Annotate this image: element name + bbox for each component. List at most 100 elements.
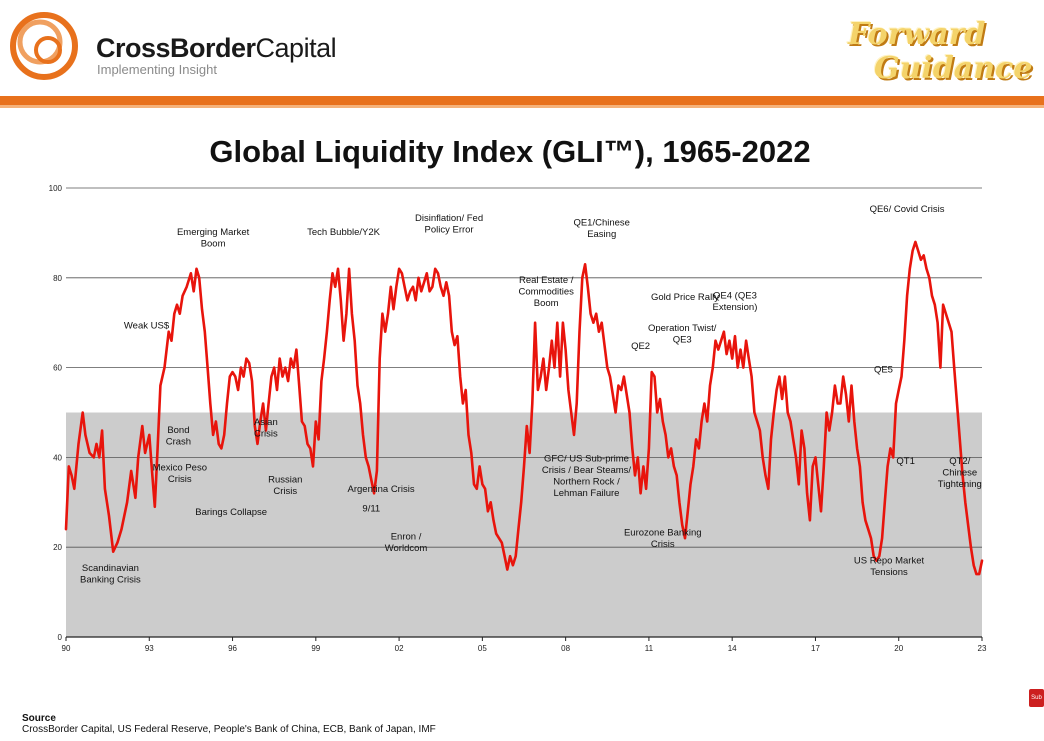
annotation-label: Gold Price Rally bbox=[651, 292, 719, 303]
x-tick-label: 96 bbox=[228, 644, 237, 653]
annotation-line: Easing bbox=[587, 229, 616, 240]
annotation-line: Extension) bbox=[713, 302, 758, 313]
gli-series-line bbox=[64, 240, 984, 576]
annotation-line: QE5 bbox=[874, 365, 893, 376]
annotation-line: Commodities bbox=[518, 287, 574, 298]
forward-guidance-line1: Forward bbox=[848, 17, 986, 52]
annotation-label: QT2/Chinese Tightening bbox=[938, 456, 982, 490]
brand-tagline: Implementing Insight bbox=[97, 62, 217, 77]
annotation-line: Barings Collapse bbox=[195, 507, 267, 518]
annotation-line: Crisis bbox=[273, 486, 297, 497]
annotation-label: QE5 bbox=[874, 365, 893, 376]
x-tick-label: 05 bbox=[478, 644, 487, 653]
brand-name: CrossBorderCapital bbox=[96, 33, 337, 64]
annotation-line: Worldcom bbox=[385, 543, 428, 554]
annotation-line: Crisis bbox=[168, 474, 192, 485]
annotation-line: Enron / bbox=[391, 532, 422, 543]
annotation-line: Scandinavian bbox=[82, 563, 139, 574]
y-tick-label: 20 bbox=[53, 543, 62, 552]
annotation-line: Emerging Market bbox=[177, 227, 250, 238]
x-tick-label: 20 bbox=[894, 644, 903, 653]
y-tick-label: 0 bbox=[58, 633, 63, 642]
crossborder-logo-icon bbox=[10, 12, 78, 80]
x-tick-label: 99 bbox=[311, 644, 320, 653]
header-divider bbox=[0, 96, 1044, 105]
annotation-label: Enron / Worldcom bbox=[385, 532, 428, 555]
annotation-line: QE1/Chinese bbox=[573, 218, 630, 229]
annotation-label: 9/11 bbox=[362, 503, 380, 514]
annotation-line: Gold Price Rally bbox=[651, 292, 719, 303]
source-text: CrossBorder Capital, US Federal Reserve,… bbox=[22, 724, 436, 735]
annotation-label: Argentina Crisis bbox=[348, 484, 415, 495]
annotation-line: QT1 bbox=[896, 456, 914, 467]
annotation-line: Mexico Peso bbox=[153, 462, 207, 473]
annotation-line: Crisis bbox=[651, 539, 675, 550]
annotation-line: Tensions bbox=[870, 567, 908, 578]
annotation-line: QT2/ bbox=[949, 456, 970, 467]
header-divider-light bbox=[0, 105, 1044, 108]
annotation-line: Northern Rock / bbox=[553, 476, 620, 487]
annotation-line: QE6/ Covid Crisis bbox=[870, 204, 945, 215]
annotation-label: Tech Bubble/Y2K bbox=[307, 227, 381, 238]
x-tick-label: 02 bbox=[395, 644, 404, 653]
brand-name-rest: Capital bbox=[255, 33, 337, 63]
annotation-line: Crisis / Bear Steams/ bbox=[542, 465, 632, 476]
annotation-line: QE2 bbox=[631, 341, 650, 352]
chart-title: Global Liquidity Index (GLI™), 1965-2022 bbox=[209, 134, 811, 169]
annotation-line: QE4 (QE3 bbox=[713, 290, 757, 301]
annotation-label: Operation Twist/QE3 bbox=[648, 323, 717, 346]
subscribe-button[interactable]: Sub bbox=[1029, 689, 1044, 707]
annotation-line: Lehman Failure bbox=[553, 488, 619, 499]
annotation-label: Asian Crisis bbox=[254, 417, 278, 440]
annotation-label: Emerging Market Boom bbox=[177, 227, 250, 250]
annotation-line: GFC/ US Sub-prime bbox=[544, 453, 629, 464]
annotation-line: Boom bbox=[534, 298, 559, 309]
annotation-label: QE6/ Covid Crisis bbox=[870, 204, 945, 215]
y-tick-label: 40 bbox=[53, 453, 62, 462]
brand-name-bold: CrossBorder bbox=[96, 33, 256, 63]
annotation-line: Real Estate / bbox=[519, 275, 574, 286]
annotation-line: Operation Twist/ bbox=[648, 323, 717, 334]
annotation-line: 9/11 bbox=[362, 503, 380, 514]
annotation-line: Eurozone Banking bbox=[624, 528, 702, 539]
annotation-label: Real Estate / Commodities Boom bbox=[518, 275, 574, 309]
annotation-line: US Repo Market bbox=[854, 555, 925, 566]
annotation-label: GFC/ US Sub-prime Crisis / Bear Steams/No… bbox=[542, 453, 632, 499]
annotation-line: Weak US$ bbox=[124, 321, 170, 332]
annotation-label: QE4 (QE3 Extension) bbox=[713, 290, 758, 313]
annotation-line: Policy Error bbox=[425, 224, 474, 235]
annotation-line: Argentina Crisis bbox=[348, 484, 415, 495]
y-tick-label: 80 bbox=[53, 274, 62, 283]
annotation-line: Disinflation/ Fed bbox=[415, 213, 483, 224]
x-tick-label: 17 bbox=[811, 644, 820, 653]
annotation-label: QT1 bbox=[896, 456, 914, 467]
annotation-label: Russian Crisis bbox=[268, 475, 302, 498]
annotation-line: Crisis bbox=[254, 429, 278, 440]
y-tick-label: 60 bbox=[53, 364, 62, 373]
x-tick-label: 11 bbox=[645, 644, 654, 653]
annotation-line: Russian bbox=[268, 475, 302, 486]
x-tick-label: 90 bbox=[62, 644, 71, 653]
header-bar: CrossBorderCapital Implementing Insight … bbox=[0, 0, 1044, 100]
annotation-line: Tightening bbox=[938, 479, 982, 490]
annotation-line: Boom bbox=[201, 239, 226, 250]
annotation-label: Scandinavian Banking Crisis bbox=[80, 563, 141, 586]
source-heading: Source bbox=[22, 713, 56, 724]
x-tick-label: 08 bbox=[561, 644, 570, 653]
annotation-label: QE2 bbox=[631, 341, 650, 352]
x-tick-label: 14 bbox=[728, 644, 737, 653]
annotation-label: Barings Collapse bbox=[195, 507, 267, 518]
annotation-line: Chinese bbox=[942, 468, 977, 479]
annotation-label: QE1/Chinese Easing bbox=[573, 218, 630, 241]
annotation-label: Bond Crash bbox=[166, 425, 191, 448]
annotation-line: Tech Bubble/Y2K bbox=[307, 227, 381, 238]
forward-guidance-logo: Forward Guidance bbox=[848, 18, 1038, 98]
annotation-line: Asian bbox=[254, 417, 278, 428]
y-tick-label: 100 bbox=[49, 184, 63, 193]
annotation-label: US Repo Market Tensions bbox=[854, 555, 925, 578]
annotation-line: QE3 bbox=[673, 335, 692, 346]
annotation-label: Weak US$ bbox=[124, 321, 170, 332]
annotation-label: Mexico Peso Crisis bbox=[153, 462, 207, 485]
annotation-label: Eurozone Banking Crisis bbox=[624, 528, 702, 551]
forward-guidance-line2: Guidance bbox=[874, 51, 1033, 86]
